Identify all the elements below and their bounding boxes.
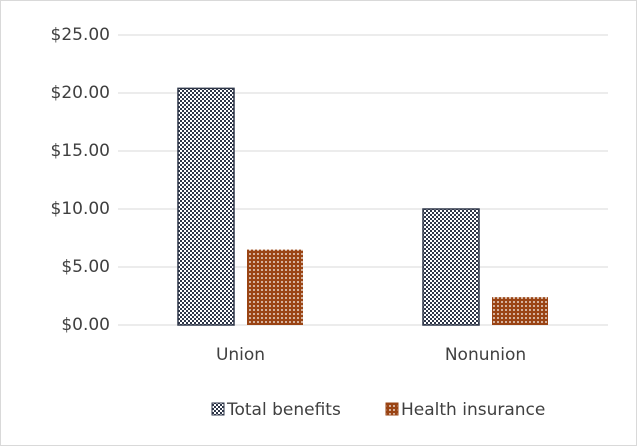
bar	[422, 208, 480, 326]
legend-swatch	[385, 402, 399, 416]
legend-label: Total benefits	[226, 400, 341, 420]
x-tick-label: Union	[216, 345, 265, 365]
legend-item: Total benefits	[211, 400, 341, 420]
bar	[492, 297, 548, 325]
bar	[247, 249, 303, 325]
bar	[177, 87, 235, 326]
legend-label: Health insurance	[401, 400, 545, 420]
y-tick-label: $15.00	[51, 141, 110, 161]
x-tick-label: Nonunion	[445, 345, 526, 365]
y-tick-label: $5.00	[61, 257, 110, 277]
legend-item: Health insurance	[385, 400, 545, 420]
legend-swatch	[211, 402, 225, 416]
y-tick-label: $0.00	[61, 315, 110, 335]
y-tick-label: $20.00	[51, 83, 110, 103]
y-tick-label: $10.00	[51, 199, 110, 219]
y-tick-label: $25.00	[51, 25, 110, 45]
